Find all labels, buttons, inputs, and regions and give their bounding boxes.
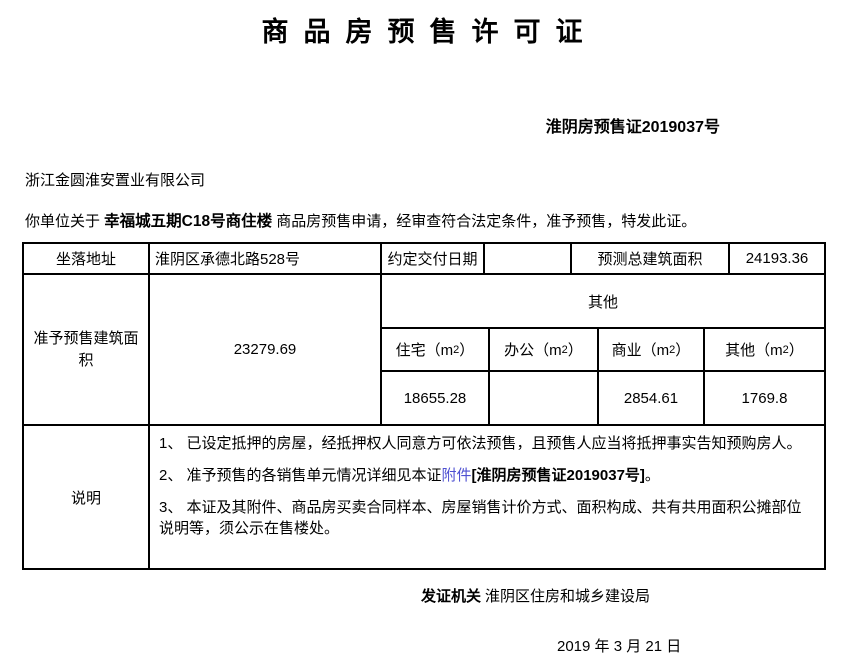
commercial-value-cell: 2854.61 [599,372,705,426]
project-name: 幸福城五期C18号商住楼 [104,213,273,230]
other-value-cell: 1769.8 [705,372,826,426]
office-header-cell: 办公（m 2） [490,329,599,372]
residential-value-cell: 18655.28 [382,372,490,426]
area-breakdown-subtable: 其他 住宅（m 2） 办公（m 2） 商业（m 2） 其他（m 2） 18655.28 … [382,275,826,426]
other-header-text: 其他（m [725,342,783,359]
intro-paragraph: 你单位关于 幸福城五期C18号商住楼 商品房预售申请，经审查符合法定条件，准予预… [0,209,844,231]
notes-label-cell: 说明 [24,426,150,570]
certificate-number: 淮阴房预售证2019037号 [545,119,720,136]
area-header-row: 住宅（m 2） 办公（m 2） 商业（m 2） 其他（m 2） [382,329,826,372]
area-value-row: 18655.28 2854.61 1769.8 [382,372,826,426]
notes-content-cell: 1、 已设定抵押的房屋，经抵押权人同意方可依法预售，且预售人应当将抵押事实告知预… [150,426,826,570]
address-value-cell: 淮阴区承德北路528号 [150,244,382,275]
approved-area-total-cell: 23279.69 [150,275,382,426]
permit-table: 坐落地址 淮阴区承德北路528号 约定交付日期 预测总建筑面积 24193.36… [22,242,826,570]
office-header-close: ） [567,342,583,359]
document-title: 商品房预售许可证 [261,17,598,47]
note2-pre: 2、 准予预售的各销售单元情况详细见本证 [159,467,442,484]
residential-header-cell: 住宅（m 2） [382,329,490,372]
commercial-header-cell: 商业（m 2） [599,329,705,372]
commercial-header-text: 商业（m [611,342,670,359]
table-row-approved-area: 准予预售建筑面积 23279.69 其他 住宅（m 2） 办公（m 2） 商业（m 2… [24,275,826,426]
issuing-authority-line: 发证机关 淮阴区住房和城乡建设局 [0,585,844,606]
note-item-3: 3、 本证及其附件、商品房买卖合同样本、房屋销售计价方式、面积构成、共有共用面积… [159,499,802,537]
intro-pre: 你单位关于 [25,213,105,230]
intro-post: 商品房预售申请，经审查符合法定条件，准予预售，特发此证。 [272,213,697,230]
other-header-close: ） [788,342,804,359]
note-item-2: 2、 准予预售的各销售单元情况详细见本证附件[淮阴房预售证2019037号]。 [159,465,815,486]
office-value-cell [490,372,599,426]
authority-value: 淮阴区住房和城乡建设局 [485,588,651,605]
approved-area-label-cell: 准予预售建筑面积 [24,275,150,426]
other-header-cell: 其他（m 2） [705,329,826,372]
residential-header-close: ） [459,342,475,359]
issue-date: 2019 年 3 月 21 日 [557,638,682,655]
note2-cert-ref: [淮阴房预售证2019037号] [471,467,645,484]
delivery-date-value-cell [485,244,572,275]
table-row-basic-info: 坐落地址 淮阴区承德北路528号 约定交付日期 预测总建筑面积 24193.36 [24,244,826,275]
company-name: 浙江金圆淮安置业有限公司 [25,172,206,189]
area-group-header-cell: 其他 [382,275,826,329]
delivery-date-label-cell: 约定交付日期 [382,244,485,275]
residential-header-text: 住宅（m [395,342,454,359]
office-header-text: 办公（m [504,342,562,359]
address-label-cell: 坐落地址 [24,244,150,275]
total-area-label-cell: 预测总建筑面积 [572,244,730,275]
total-area-value-cell: 24193.36 [730,244,826,275]
note2-close: 。 [644,467,660,484]
table-row-notes: 说明 1、 已设定抵押的房屋，经抵押权人同意方可依法预售，且预售人应当将抵押事实… [24,426,826,570]
permit-document: { "page": { "title": "商品房预售许可证", "certif… [0,10,844,660]
attachment-link[interactable]: 附件 [441,467,472,484]
authority-label: 发证机关 [421,588,482,605]
note-item-1: 1、 已设定抵押的房屋，经抵押权人同意方可依法预售，且预售人应当将抵押事实告知预… [159,435,802,452]
commercial-header-close: ） [675,342,691,359]
